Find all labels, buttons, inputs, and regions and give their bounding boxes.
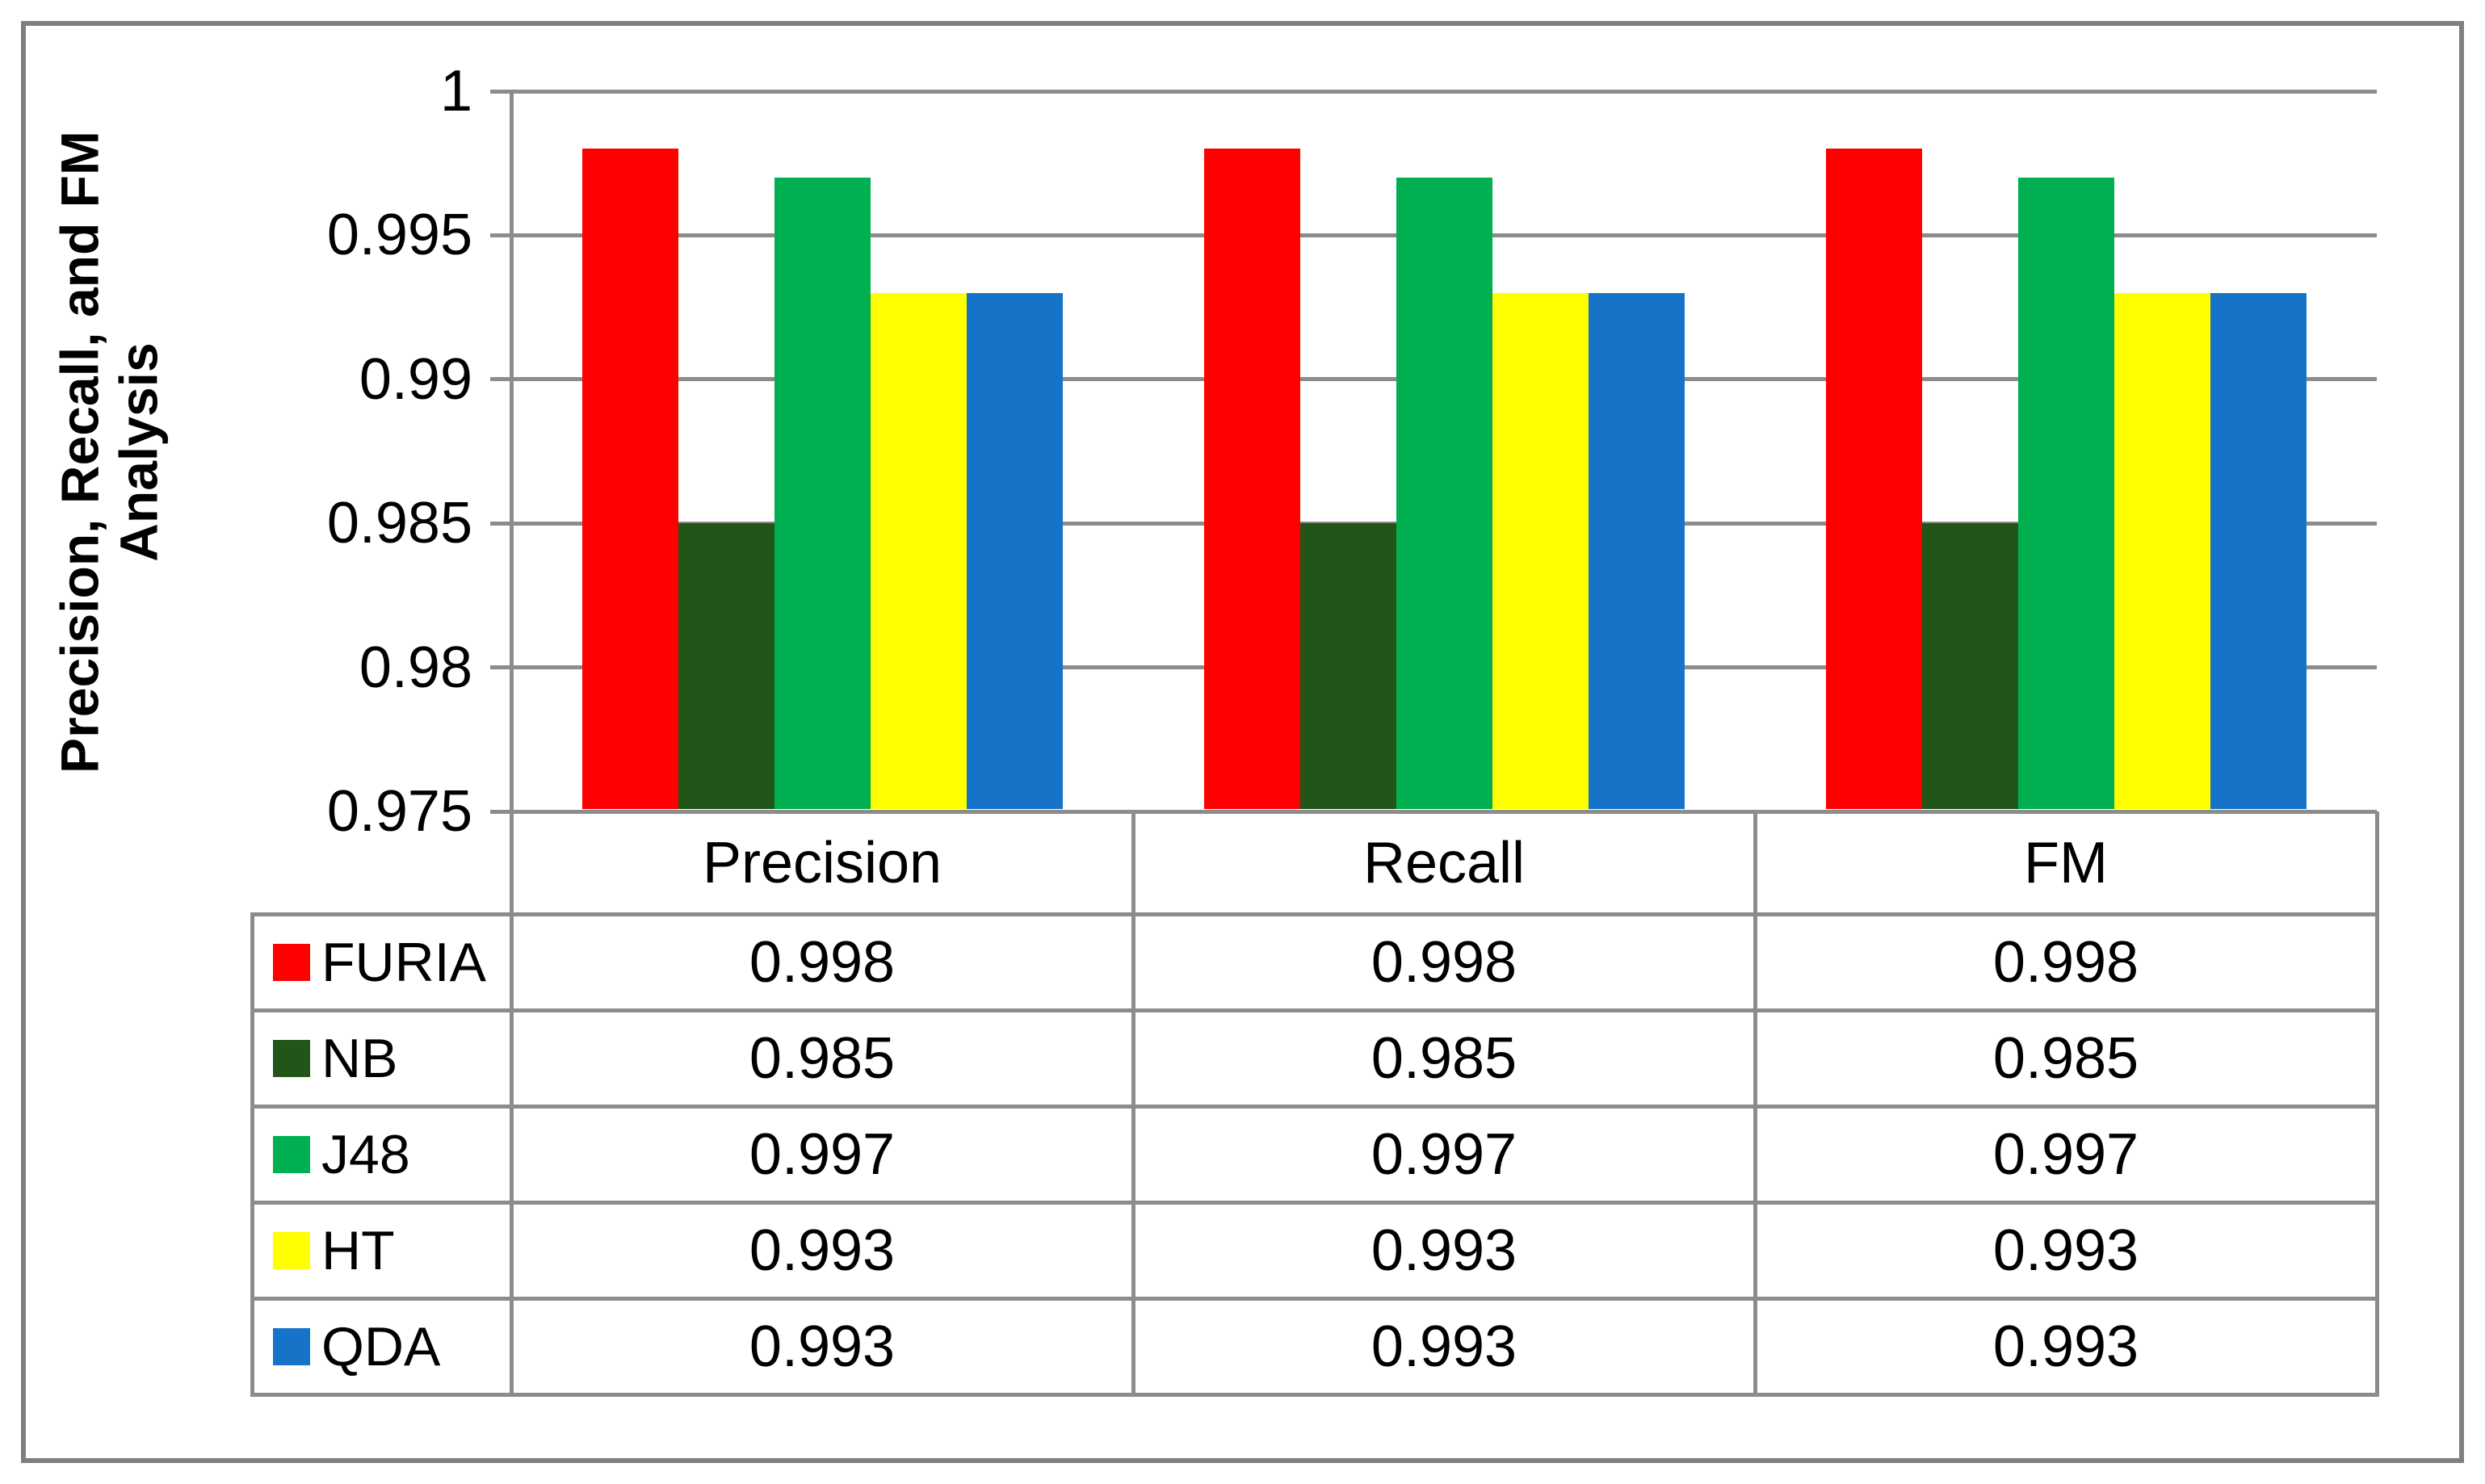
y-axis-line [509, 91, 514, 1394]
table-horizontal-border [250, 1296, 2379, 1301]
value-furia-fm: 0.998 [1992, 929, 2139, 995]
table-horizontal-border [250, 1200, 2379, 1205]
gridline [490, 89, 2377, 94]
legend-swatch-furia [273, 943, 310, 981]
table-vertical-border [2374, 811, 2379, 1397]
legend-label-qda: QDA [321, 1315, 441, 1377]
legend-swatch-ht [273, 1231, 310, 1269]
bar-furia-precision [581, 149, 678, 810]
table-horizontal-border [250, 912, 2379, 916]
legend-label-ht: HT [321, 1219, 395, 1281]
legend-label-j48: J48 [321, 1123, 410, 1185]
legend-swatch-nb [273, 1039, 310, 1077]
bar-qda-precision [966, 292, 1063, 810]
bar-nb-fm [1921, 523, 2018, 810]
value-nb-recall: 0.985 [1371, 1025, 1517, 1091]
figure-border [21, 21, 2464, 1463]
gridline [490, 809, 2377, 814]
bar-furia-recall [1203, 149, 1300, 810]
y-tick-label: 0.985 [326, 491, 472, 556]
legend-cell-furia: FURIA [252, 914, 511, 1010]
bar-furia-fm [1825, 149, 1922, 810]
value-j48-fm: 0.997 [1992, 1121, 2139, 1187]
value-j48-precision: 0.997 [749, 1121, 896, 1187]
table-vertical-border [250, 912, 254, 1397]
legend-cell-j48: J48 [252, 1106, 511, 1202]
bar-ht-recall [1492, 292, 1589, 810]
table-vertical-border [1753, 811, 1757, 1397]
value-furia-recall: 0.998 [1371, 929, 1517, 995]
bar-j48-precision [774, 178, 871, 810]
legend-label-furia: FURIA [321, 931, 486, 993]
value-ht-precision: 0.993 [749, 1218, 896, 1283]
table-horizontal-border [250, 1392, 2379, 1397]
y-axis-title: Precision, Recall, and FM Analysis [49, 131, 168, 773]
bar-nb-recall [1299, 523, 1396, 810]
table-header-recall: Recall [1362, 830, 1526, 895]
bar-ht-fm [2114, 292, 2210, 810]
legend-swatch-j48 [273, 1135, 310, 1173]
value-qda-fm: 0.993 [1992, 1314, 2139, 1379]
y-tick-label: 0.995 [326, 203, 472, 268]
legend-cell-nb: NB [252, 1010, 511, 1106]
value-ht-fm: 0.993 [1992, 1218, 2139, 1283]
bar-j48-recall [1396, 178, 1492, 810]
y-tick-label: 0.99 [359, 346, 472, 412]
table-horizontal-border [250, 1008, 2379, 1012]
value-j48-recall: 0.997 [1371, 1121, 1517, 1187]
legend-swatch-qda [273, 1327, 310, 1365]
bar-qda-recall [1588, 292, 1685, 810]
value-furia-precision: 0.998 [749, 929, 896, 995]
table-header-fm: FM [2024, 830, 2108, 895]
y-tick-label: 0.975 [326, 779, 472, 844]
table-horizontal-border [250, 1104, 2379, 1109]
bar-qda-fm [2210, 292, 2307, 810]
value-ht-recall: 0.993 [1371, 1218, 1517, 1283]
y-tick-label: 1 [439, 59, 472, 124]
value-nb-fm: 0.985 [1992, 1025, 2139, 1091]
value-qda-recall: 0.993 [1371, 1314, 1517, 1379]
bar-nb-precision [678, 523, 774, 810]
bar-j48-fm [2017, 178, 2114, 810]
y-tick-label: 0.98 [359, 635, 472, 700]
value-qda-precision: 0.993 [749, 1314, 896, 1379]
value-nb-precision: 0.985 [749, 1025, 896, 1091]
legend-cell-ht: HT [252, 1202, 511, 1298]
table-vertical-border [1131, 811, 1135, 1397]
legend-label-nb: NB [321, 1027, 398, 1089]
table-header-precision: Precision [702, 830, 942, 895]
bar-ht-precision [870, 292, 967, 810]
legend-cell-qda: QDA [252, 1298, 511, 1394]
